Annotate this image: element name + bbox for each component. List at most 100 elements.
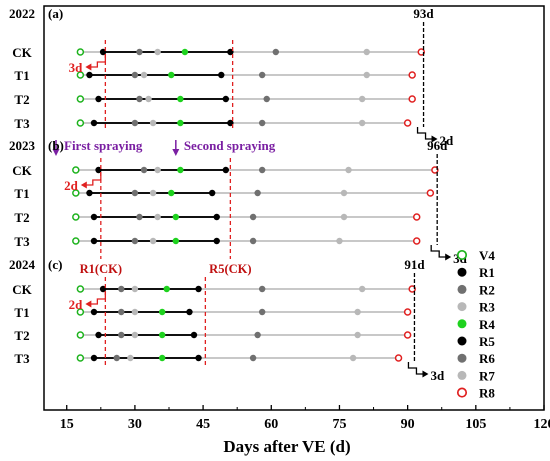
point-v4	[72, 213, 80, 221]
point-r6	[272, 48, 280, 56]
treatment-label: T1	[14, 186, 29, 201]
legend-label: R2	[479, 282, 495, 297]
point-r1	[95, 95, 102, 103]
left-shift-bracket	[89, 291, 107, 305]
legend-label: R6	[479, 351, 495, 366]
panel-year: 2022	[9, 6, 35, 21]
point-r3	[154, 166, 161, 174]
right-shift-bracket	[430, 245, 448, 258]
legend-marker	[456, 249, 468, 261]
left-shift-annotation	[85, 291, 107, 308]
point-r4	[172, 237, 180, 245]
point-v4	[72, 189, 80, 197]
legend-label: R4	[479, 317, 495, 332]
spray-arrow-head	[52, 149, 60, 156]
point-r6	[258, 166, 266, 174]
point-r4	[177, 95, 184, 103]
point-r2	[131, 237, 139, 245]
point-r2	[118, 285, 125, 293]
legend-item-r6: R6	[457, 351, 495, 366]
point-r8	[408, 95, 416, 103]
duration-label: 96d	[427, 138, 448, 153]
point-r1	[95, 331, 102, 339]
x-tick-label: 120	[534, 417, 550, 432]
point-r8	[408, 285, 416, 293]
panel-2024	[76, 273, 429, 378]
point-r4	[158, 308, 166, 316]
legend-item-r3: R3	[457, 300, 495, 315]
right-shift-bracket	[407, 362, 425, 375]
point-r1	[90, 213, 98, 221]
treatment-label: T1	[14, 68, 29, 83]
point-r8	[431, 166, 439, 174]
point-r1	[90, 237, 98, 245]
point-r3	[149, 237, 157, 245]
point-r2	[118, 331, 125, 339]
right-shift-arrow	[431, 135, 438, 143]
duration-label: 91d	[404, 257, 425, 272]
point-r7	[358, 95, 366, 103]
point-r4	[168, 189, 175, 197]
point-r8	[417, 48, 426, 56]
point-r4	[172, 213, 180, 221]
treatment-label: T2	[14, 328, 29, 343]
point-r7	[349, 354, 357, 362]
right-shift-bracket	[416, 127, 434, 140]
point-r8	[412, 213, 421, 221]
treatment-label: T1	[14, 305, 29, 320]
point-r4	[181, 48, 189, 56]
point-r5	[195, 354, 202, 362]
chart-labels: 15 30 45 60 75 90 105 120 2022 (a) CK T1 T2 T3 93d 3d 2d…	[9, 6, 550, 432]
left-shift-bracket	[84, 172, 102, 186]
point-r1	[86, 71, 93, 79]
point-r5	[213, 237, 220, 245]
duration-label: 93d	[413, 6, 434, 21]
point-r8	[403, 331, 412, 339]
legend-label: R3	[479, 300, 495, 315]
legend-label: R8	[479, 386, 495, 401]
point-r7	[363, 48, 370, 56]
right-shift-arrow	[422, 370, 429, 378]
point-v4	[76, 285, 85, 293]
panel-tag: (a)	[48, 6, 63, 21]
right-shift-label: 2d	[440, 133, 455, 148]
point-r3	[154, 213, 161, 221]
panel-2022	[76, 22, 438, 143]
point-r8	[403, 308, 412, 316]
point-r7	[358, 119, 366, 127]
point-r2	[118, 308, 125, 316]
point-r1	[99, 285, 107, 293]
point-r5	[186, 308, 193, 316]
point-r7	[363, 71, 370, 79]
point-r3	[145, 95, 152, 103]
legend-marker	[457, 353, 467, 363]
left-shift-label: 3d	[69, 60, 84, 75]
panel-tag: (b)	[48, 138, 64, 153]
point-r2	[136, 48, 143, 56]
panel-year: 2024	[9, 257, 36, 272]
spray-arrow-head	[172, 149, 180, 156]
x-tick-label: 30	[128, 417, 142, 432]
point-r8	[412, 237, 421, 245]
point-r1	[99, 48, 107, 56]
legend-item-r7: R7	[457, 368, 495, 383]
x-tick-label: 15	[60, 417, 74, 432]
legend-marker	[457, 319, 467, 329]
plot-area	[43, 5, 545, 411]
point-r5	[208, 189, 216, 197]
point-r2	[136, 213, 143, 221]
point-v4	[76, 308, 85, 316]
left-shift-label: 2d	[64, 178, 79, 193]
point-v4	[76, 119, 85, 127]
point-r5	[218, 71, 225, 79]
point-r2	[136, 95, 143, 103]
treatment-label: CK	[12, 282, 32, 297]
point-r3	[131, 285, 139, 293]
point-r6	[254, 189, 261, 197]
plot-frame	[43, 5, 545, 411]
point-r4	[158, 354, 166, 362]
point-r5	[222, 95, 230, 103]
x-axis-label: Days after VE (d)	[223, 437, 350, 456]
point-r2	[131, 71, 139, 79]
